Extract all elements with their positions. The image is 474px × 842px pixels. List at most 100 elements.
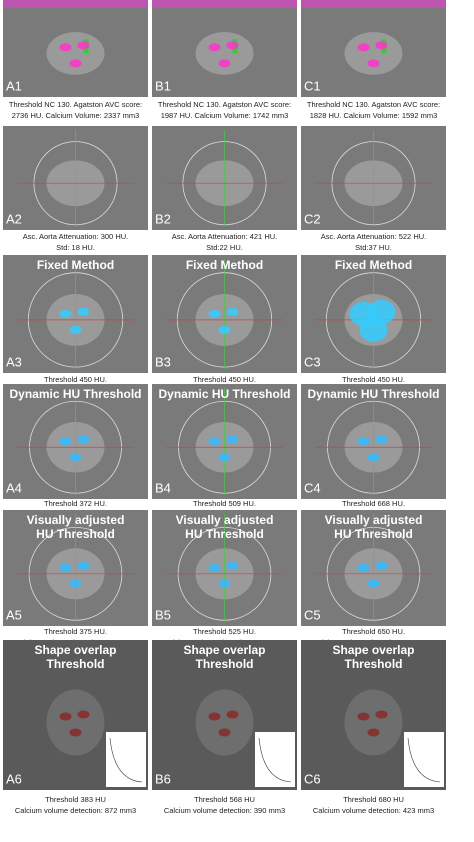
aortic-root — [46, 32, 105, 75]
calcium-region — [357, 712, 370, 721]
calcium-region — [69, 59, 82, 68]
panel-caption: Threshold 375 HU. — [44, 627, 107, 636]
calcium-region — [375, 710, 388, 719]
calcium-region — [357, 563, 370, 572]
image-panel: C2 — [301, 126, 446, 230]
panel-caption: 2736 HU. Calcium Volume: 2337 mm3 — [12, 111, 140, 120]
panel-caption: Threshold 509 HU. — [193, 499, 256, 508]
panel-caption: Threshold 650 HU. — [342, 627, 405, 636]
panel-heading: Fixed Method — [186, 258, 263, 272]
aortic-root — [195, 32, 254, 75]
calcium-region — [69, 453, 82, 462]
calcium-region — [77, 41, 90, 50]
panel-caption: Calcium volume detection: 423 mm3 — [313, 806, 434, 815]
panel-heading: Threshold — [344, 657, 402, 671]
panel-label: A1 — [6, 78, 22, 93]
panel-heading: Visually adjusted — [176, 513, 274, 527]
calcium-region — [77, 307, 90, 316]
calcium-region — [367, 299, 396, 324]
panel-caption: Asc. Aorta Attenuation: 522 HU. — [321, 232, 426, 241]
calcium-region — [359, 317, 388, 342]
calcium-region — [69, 728, 82, 737]
calcium-region — [375, 435, 388, 444]
panel-caption: Calcium volume detection: 872 mm3 — [15, 806, 136, 815]
panel-heading: Shape overlap — [34, 643, 116, 657]
panel-heading: Shape overlap — [332, 643, 414, 657]
panel-caption: Std:22 HU. — [206, 243, 243, 252]
panel-heading: Dynamic HU Threshold — [158, 387, 290, 401]
calcium-region — [69, 325, 82, 334]
panel-caption: Std: 18 HU. — [56, 243, 95, 252]
calcium-region — [59, 43, 72, 52]
calcium-region — [208, 712, 221, 721]
panel-caption: Calcium volume detection: 390 mm3 — [164, 806, 285, 815]
panel-caption: Threshold 450 HU. — [342, 375, 405, 384]
image-panel: B1 — [152, 0, 297, 97]
panel-caption: Std:37 HU. — [355, 243, 392, 252]
panel-label: C2 — [304, 211, 321, 226]
panel-label: C6 — [304, 771, 321, 786]
calcium-region — [59, 437, 72, 446]
calcium-region — [226, 561, 239, 570]
calcium-region — [218, 325, 231, 334]
panel-label: B5 — [155, 607, 171, 622]
panel-caption: Threshold NC 130. Agatston AVC score: — [307, 100, 440, 109]
aortic-root — [344, 689, 403, 756]
panel-heading: HU Threshold — [185, 527, 264, 541]
calcium-region — [59, 563, 72, 572]
panel-caption: Asc. Aorta Attenuation: 300 HU. — [23, 232, 128, 241]
panel-heading: HU Threshold — [334, 527, 413, 541]
magenta-bar — [301, 0, 446, 8]
panel-label: C1 — [304, 78, 321, 93]
aortic-root — [46, 689, 105, 756]
calcium-region — [208, 43, 221, 52]
histogram-curve — [109, 737, 143, 783]
aortic-root — [344, 32, 403, 75]
calcium-region — [357, 437, 370, 446]
calcium-region — [77, 710, 90, 719]
calcium-region — [208, 437, 221, 446]
image-panel: Dynamic HU Threshold B4 — [152, 384, 297, 499]
panel-label: C5 — [304, 607, 321, 622]
calcium-region — [208, 563, 221, 572]
panel-caption: Threshold 680 HU — [343, 795, 404, 804]
image-panel: Fixed Method A3 — [3, 255, 148, 373]
panel-caption: Threshold 568 HU — [194, 795, 255, 804]
image-panel: Dynamic HU Threshold C4 — [301, 384, 446, 499]
calcium-region — [226, 41, 239, 50]
panel-caption: Threshold 383 HU — [45, 795, 106, 804]
histogram-curve — [407, 737, 441, 783]
panel-caption: Asc. Aorta Attenuation: 421 HU. — [172, 232, 277, 241]
image-panel: Fixed Method C3 — [301, 255, 446, 373]
panel-label: A5 — [6, 607, 22, 622]
panel-caption: Threshold 450 HU. — [193, 375, 256, 384]
panel-heading: Visually adjusted — [325, 513, 423, 527]
calcium-region — [375, 41, 388, 50]
image-panel: B2 — [152, 126, 297, 230]
calcium-region — [367, 453, 380, 462]
panel-label: B4 — [155, 480, 171, 495]
calcium-region — [218, 579, 231, 588]
calcium-region — [367, 59, 380, 68]
magenta-bar — [3, 0, 148, 8]
histogram-inset — [106, 732, 146, 787]
image-panel: Dynamic HU Threshold A4 — [3, 384, 148, 499]
calcium-region — [226, 307, 239, 316]
calcium-region — [69, 579, 82, 588]
image-panel: C1 — [301, 0, 446, 97]
panel-label: A2 — [6, 211, 22, 226]
calcium-region — [367, 728, 380, 737]
calcium-region — [77, 435, 90, 444]
panel-caption: Threshold 450 HU. — [44, 375, 107, 384]
panel-heading: Threshold — [46, 657, 104, 671]
panel-caption: Threshold NC 130. Agatston AVC score: — [158, 100, 291, 109]
panel-heading: Dynamic HU Threshold — [307, 387, 439, 401]
calcium-region — [77, 561, 90, 570]
panel-label: B2 — [155, 211, 171, 226]
